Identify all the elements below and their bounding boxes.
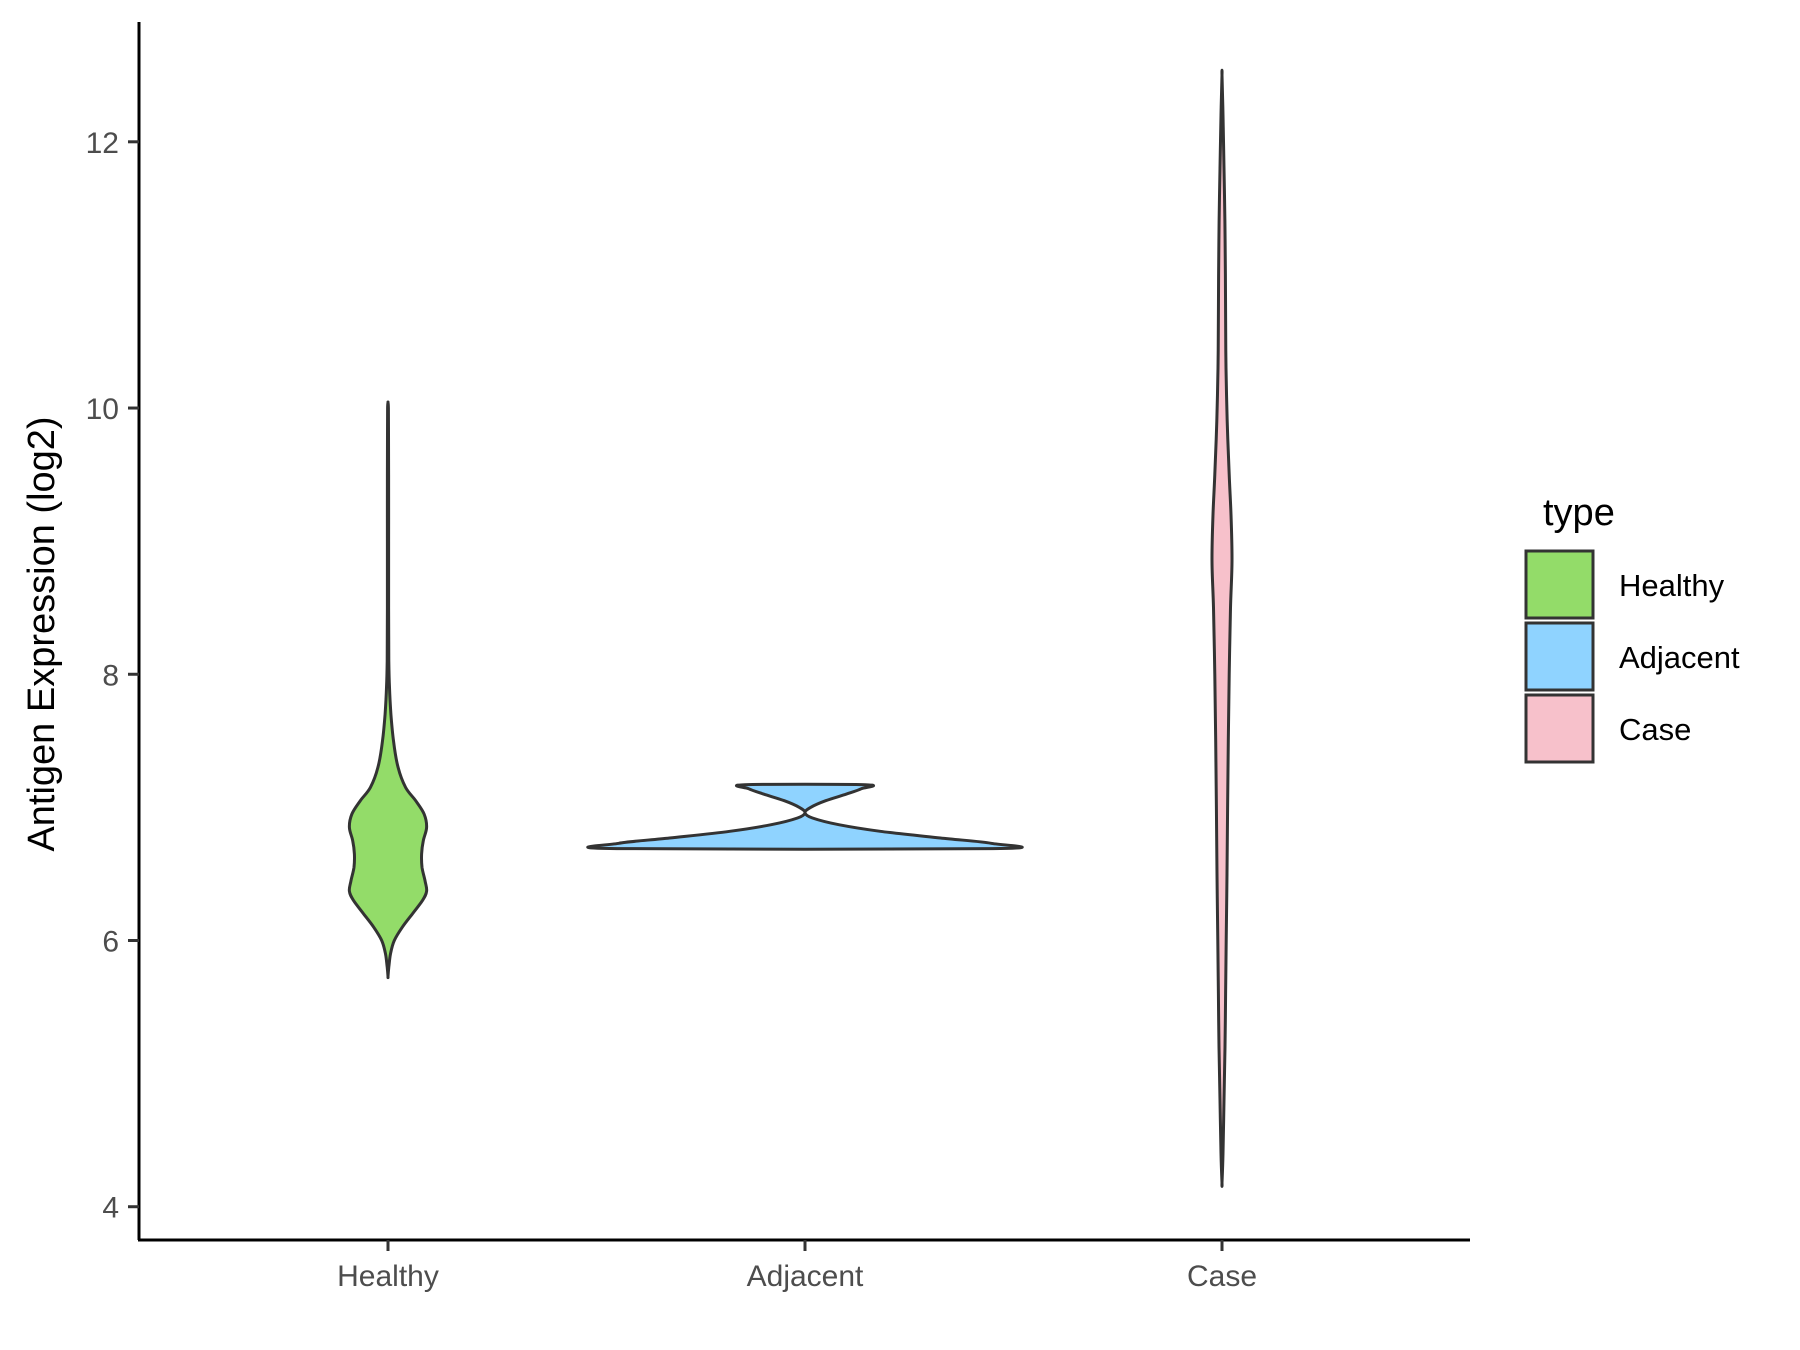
y-tick-label: 4 [102,1192,119,1225]
x-tick-label-adjacent: Adjacent [747,1260,864,1293]
x-tick-label-case: Case [1187,1260,1257,1293]
x-tick-label-healthy: Healthy [337,1260,439,1293]
legend-title: type [1543,492,1615,534]
y-tick-label: 10 [86,393,119,426]
violin-adjacent [586,782,1024,851]
y-tick-label: 12 [86,127,119,160]
violin-healthy [347,400,429,980]
legend: type Healthy Adjacent Case [1524,492,1740,764]
legend-key-healthy [1524,549,1595,620]
legend-key-adjacent [1524,621,1595,692]
violin-case [1210,68,1234,1188]
legend-label-adjacent: Adjacent [1619,640,1740,675]
violin-layer [347,68,1234,1188]
y-tick-label: 6 [102,925,119,958]
legend-label-case: Case [1619,712,1691,747]
y-axis-ticks: 4 6 8 10 12 [86,127,139,1225]
legend-key-case [1524,693,1595,764]
y-tick-label: 8 [102,659,119,692]
y-axis-title: Antigen Expression (log2) [21,416,63,851]
x-axis-ticks: Healthy Adjacent Case [337,1240,1257,1293]
legend-label-healthy: Healthy [1619,568,1725,603]
